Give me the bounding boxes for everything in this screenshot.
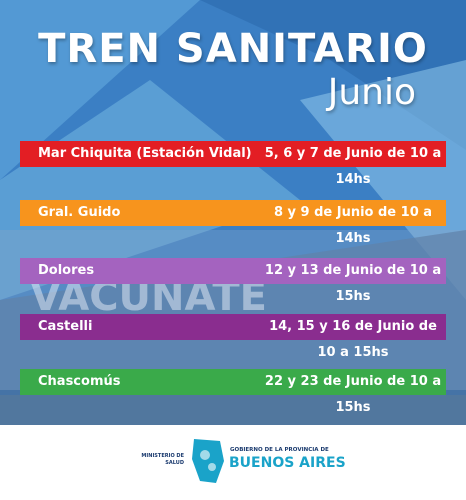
dates: 5, 6 y 7 de Junio de 10 a 14hs xyxy=(264,146,442,187)
title: TREN SANITARIO xyxy=(38,26,428,72)
ministry-line: MINISTERIO DE xyxy=(141,453,184,459)
dates: 12 y 13 de Junio de 10 a 15hs xyxy=(264,263,442,304)
place: Gral. Guido xyxy=(38,205,121,220)
schedule-row: Dolores 12 y 13 de Junio de 10 a 15hs xyxy=(20,258,446,304)
dates: 22 y 23 de Junio de 10 a 15hs xyxy=(264,374,442,415)
place: Mar Chiquita (Estación Vidal) xyxy=(38,146,252,161)
background: VACUNATE xyxy=(0,0,466,425)
subtitle: Junio xyxy=(327,72,416,113)
ministry-line: SALUD xyxy=(165,460,184,466)
footer: MINISTERIO DE SALUD GOBIERNO DE LA PROVI… xyxy=(0,425,466,500)
place: Chascomús xyxy=(38,374,121,389)
schedule-row: Chascomús 22 y 23 de Junio de 10 a 15hs xyxy=(20,369,446,415)
schedule-row: Mar Chiquita (Estación Vidal) 5, 6 y 7 de… xyxy=(20,141,446,187)
province-logo xyxy=(192,439,224,483)
dates: 8 y 9 de Junio de 10 a 14hs xyxy=(273,205,433,246)
dates: 14, 15 y 16 de Junio de 10 a 15hs xyxy=(269,319,437,360)
schedule-row: Gral. Guido 8 y 9 de Junio de 10 a 14hs xyxy=(20,200,446,246)
place: Dolores xyxy=(38,263,95,278)
province-name: BUENOS AIRES xyxy=(229,455,346,471)
place: Castelli xyxy=(38,319,93,334)
government-line: GOBIERNO DE LA PROVINCIA DE xyxy=(230,447,329,453)
ministry: MINISTERIO DE SALUD xyxy=(140,453,184,467)
schedule-row: Castelli 14, 15 y 16 de Junio de 10 a 15h… xyxy=(20,314,446,360)
